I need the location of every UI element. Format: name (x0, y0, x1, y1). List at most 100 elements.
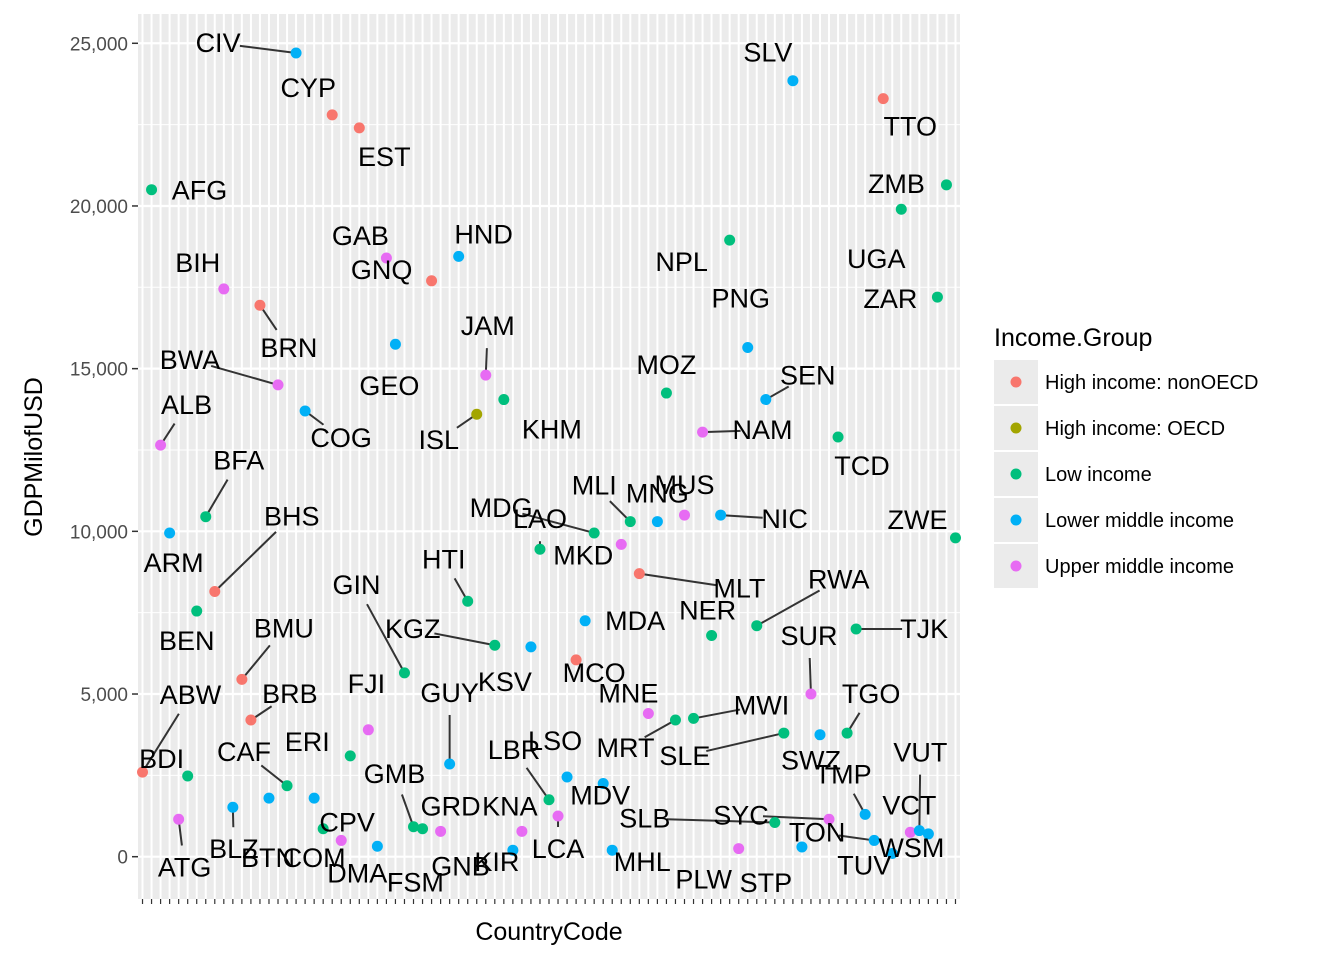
point-label-tjk: TJK (900, 614, 948, 644)
point-label-lso: LSO (528, 726, 582, 756)
data-point-gab (380, 252, 392, 264)
data-point-ksv (525, 641, 537, 653)
point-label-tto: TTO (883, 112, 937, 142)
leader-line (644, 719, 676, 739)
data-point-tuv (886, 847, 898, 859)
y-tick-label: 10,000 (70, 522, 128, 543)
leader-line (239, 44, 297, 55)
point-label-grd: GRD (421, 791, 481, 821)
point-label-afg: AFG (172, 176, 228, 206)
point-label-fji: FJI (348, 669, 386, 699)
data-point-khm (498, 394, 510, 406)
point-label-blz: BLZ (209, 834, 259, 864)
data-point-kna (516, 825, 528, 837)
point-label-png: PNG (711, 284, 770, 314)
data-point-grd (435, 825, 447, 837)
point-label-swz: SWZ (781, 746, 841, 776)
point-label-civ: CIV (196, 28, 241, 58)
leader-line (366, 603, 406, 674)
data-point-stp (796, 841, 808, 853)
data-point-tto (877, 93, 889, 105)
data-point-lao (534, 543, 546, 555)
point-label-alb: ALB (161, 390, 212, 420)
point-label-lbr: LBR (488, 735, 541, 765)
point-label-vut: VUT (893, 738, 947, 768)
point-label-khm: KHM (522, 415, 582, 445)
data-point-syc (823, 813, 835, 825)
point-label-bwa: BWA (160, 345, 221, 375)
data-point-dma (335, 834, 347, 846)
point-label-cyp: CYP (280, 73, 336, 103)
point-label-lca: LCA (532, 834, 585, 864)
point-label-ner: NER (679, 595, 736, 625)
data-point-nic (715, 509, 727, 521)
point-label-kna: KNA (482, 791, 538, 821)
point-label-slb: SLB (619, 804, 670, 834)
legend-label-3: Lower middle income (1045, 510, 1234, 532)
point-label-tcd: TCD (834, 451, 890, 481)
data-point-rwa (751, 620, 763, 632)
leader-line (706, 732, 785, 753)
point-label-rwa: RWA (808, 565, 870, 595)
legend-key-2 (1010, 468, 1022, 480)
point-label-uga: UGA (847, 244, 906, 274)
data-point-moz (660, 387, 672, 399)
leader-line (210, 364, 279, 386)
point-label-plw: PLW (675, 865, 732, 895)
legend-title: Income.Group (994, 324, 1152, 352)
point-label-mng: MNG (626, 479, 689, 509)
data-point-zmb (940, 179, 952, 191)
legend-label-1: High income: OECD (1045, 418, 1225, 440)
leader-line (241, 644, 271, 681)
data-point-png (742, 342, 754, 354)
data-point-mdg (588, 527, 600, 539)
data-point-atg (173, 813, 185, 825)
data-point-bih (218, 283, 230, 295)
point-label-kgz: KGZ (385, 614, 441, 644)
point-label-tmp: TMP (815, 759, 872, 789)
data-point-tjk (850, 623, 862, 635)
data-point-cyp (326, 109, 338, 121)
point-label-sen: SEN (780, 361, 836, 391)
point-label-isl: ISL (418, 425, 459, 455)
leader-line (808, 657, 812, 695)
point-label-arm: ARM (144, 548, 204, 578)
data-point-kir (507, 844, 519, 856)
leader-line (204, 479, 229, 518)
legend-label-0: High income: nonOECD (1045, 372, 1258, 394)
data-point-hti (462, 595, 474, 607)
point-label-mdg: MDG (470, 493, 533, 523)
leader-line (214, 531, 277, 593)
data-point-com (308, 792, 320, 804)
point-label-bdi: BDI (139, 744, 184, 774)
point-label-eri: ERI (285, 727, 330, 757)
point-label-bfa: BFA (213, 446, 264, 476)
point-label-atg: ATG (158, 852, 212, 882)
point-label-bhs: BHS (264, 502, 320, 532)
data-point-wsm (922, 828, 934, 840)
data-point-vut (913, 825, 925, 837)
point-label-ksv: KSV (478, 667, 532, 697)
point-label-wsm: WSM (878, 833, 944, 863)
data-point-bfa (200, 511, 212, 523)
point-label-mli: MLI (572, 471, 617, 501)
data-point-geo (389, 338, 401, 350)
leader-line (639, 572, 718, 587)
leader-line (702, 429, 741, 434)
point-label-zmb: ZMB (868, 169, 925, 199)
point-label-mrt: MRT (596, 733, 654, 763)
data-points (137, 47, 961, 859)
x-axis-title: CountryCode (475, 918, 622, 946)
grid-lines (138, 14, 960, 899)
point-label-est: EST (358, 142, 411, 172)
point-label-hti: HTI (422, 544, 466, 574)
point-label-moz: MOZ (636, 350, 696, 380)
data-point-mhl (606, 844, 618, 856)
data-point-tgo (841, 727, 853, 739)
point-label-hnd: HND (454, 219, 513, 249)
point-label-mhl: MHL (614, 847, 671, 877)
data-point-mdv (597, 777, 609, 789)
point-label-mda: MDA (605, 606, 665, 636)
point-label-sur: SUR (780, 621, 837, 651)
